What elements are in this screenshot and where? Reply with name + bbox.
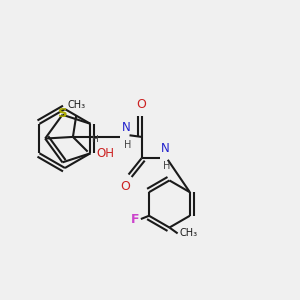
Text: O: O [120, 180, 130, 194]
Text: CH₃: CH₃ [179, 228, 197, 239]
Text: H: H [163, 161, 170, 171]
Text: N: N [160, 142, 169, 155]
Text: N: N [122, 121, 131, 134]
Text: H: H [124, 140, 131, 150]
Text: OH: OH [97, 147, 115, 160]
Text: H: H [91, 135, 98, 144]
Text: O: O [137, 98, 147, 111]
Text: S: S [58, 106, 67, 120]
Text: F: F [131, 213, 140, 226]
Text: CH₃: CH₃ [67, 100, 85, 110]
